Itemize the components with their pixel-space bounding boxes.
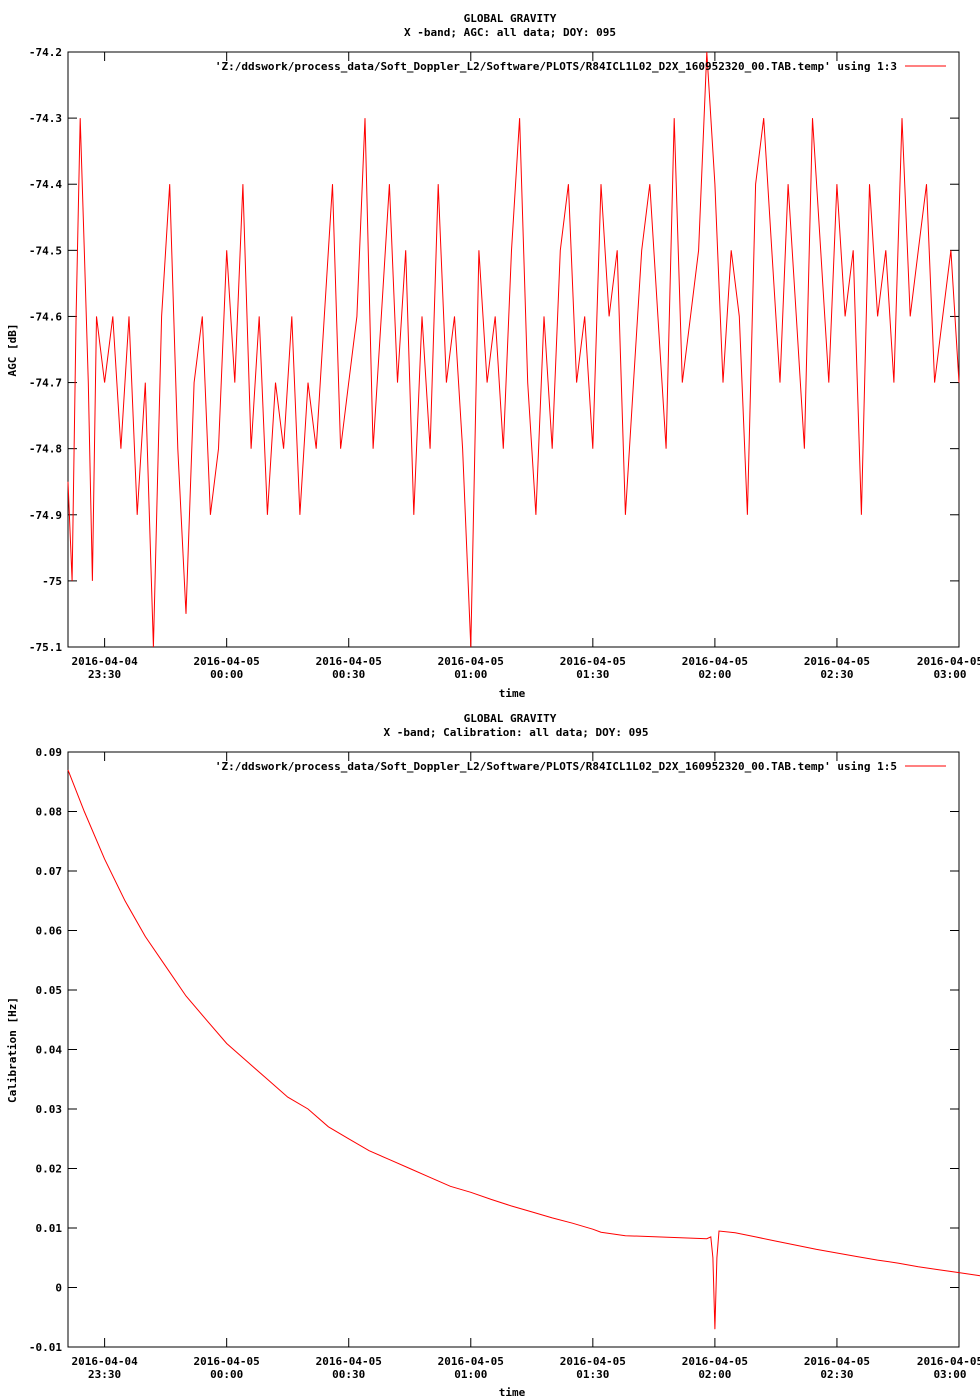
x-tick-date: 2016-04-05 — [682, 1355, 748, 1368]
chart2-ylabel: Calibration [Hz] — [6, 997, 19, 1103]
chart1-ticks: -74.2 -74.3 -74.4 -74.5 -74.6 -74.7 -74.8 -74.9… — [29, 46, 980, 681]
x-tick-time: 03:00 — [933, 668, 966, 681]
chart2-title: GLOBAL GRAVITY — [464, 712, 557, 725]
chart1-subtitle: X -band; AGC: all data; DOY: 095 — [404, 26, 616, 39]
x-tick-time: 00:30 — [332, 668, 365, 681]
x-tick-date: 2016-04-05 — [560, 1355, 626, 1368]
x-tick-time: 01:30 — [576, 1368, 609, 1381]
chart1-xlabel: time — [499, 687, 526, 700]
x-tick-time: 23:30 — [88, 1368, 121, 1381]
x-tick-date: 2016-04-05 — [917, 1355, 980, 1368]
y-tick-label: 0.04 — [36, 1044, 63, 1057]
y-tick-label: -75 — [42, 575, 62, 588]
chart2-xlabel: time — [499, 1386, 526, 1399]
chart1-title: GLOBAL GRAVITY — [464, 12, 557, 25]
x-tick-date: 2016-04-05 — [682, 655, 748, 668]
chart1-ylabel: AGC [dB] — [6, 324, 19, 377]
series-line — [67, 51, 960, 648]
chart2-series — [67, 769, 980, 1330]
y-tick-label: -74.6 — [29, 310, 62, 323]
chart2-ticks: 0.09 0.08 0.07 0.06 0.05 0.04 0.03 0.02 0.01 0 -0.… — [29, 746, 980, 1381]
chart-agc: GLOBAL GRAVITY X -band; AGC: all data; D… — [6, 12, 980, 700]
x-tick-date: 2016-04-04 — [71, 1355, 138, 1368]
series-line — [67, 769, 980, 1330]
x-tick-time: 01:00 — [454, 1368, 487, 1381]
chart1-plot-frame — [67, 51, 960, 648]
y-tick-label: 0.07 — [36, 865, 63, 878]
x-tick-date: 2016-04-05 — [194, 655, 260, 668]
y-tick-label: 0.01 — [36, 1222, 63, 1235]
y-tick-label: 0.03 — [36, 1103, 63, 1116]
x-tick-time: 02:00 — [698, 668, 731, 681]
y-tick-label: -74.9 — [29, 509, 62, 522]
x-tick-date: 2016-04-05 — [917, 655, 980, 668]
y-tick-label: -74.5 — [29, 244, 62, 257]
y-tick-label: -0.01 — [29, 1341, 62, 1354]
y-tick-label: 0 — [55, 1282, 62, 1295]
x-tick-date: 2016-04-05 — [194, 1355, 260, 1368]
y-tick-label: -74.2 — [29, 46, 62, 59]
y-tick-label: 0.08 — [36, 806, 63, 819]
x-tick-time: 01:30 — [576, 668, 609, 681]
x-tick-time: 02:30 — [820, 1368, 853, 1381]
x-tick-time: 03:00 — [933, 1368, 966, 1381]
y-tick-label: -74.7 — [29, 377, 62, 390]
y-tick-label: 0.06 — [36, 925, 63, 938]
chart1-series — [67, 51, 960, 648]
chart2-subtitle: X -band; Calibration: all data; DOY: 095 — [384, 726, 649, 739]
x-tick-time: 00:00 — [210, 1368, 243, 1381]
x-tick-date: 2016-04-05 — [560, 655, 626, 668]
y-tick-label: 0.02 — [36, 1163, 63, 1176]
x-tick-date: 2016-04-05 — [438, 1355, 504, 1368]
x-tick-date: 2016-04-04 — [71, 655, 138, 668]
chart2-legend-label: 'Z:/ddswork/process_data/Soft_Doppler_L2… — [215, 760, 897, 773]
chart2-plot-frame — [67, 751, 960, 1348]
x-tick-time: 00:00 — [210, 668, 243, 681]
y-tick-label: 0.09 — [36, 746, 63, 759]
x-tick-date: 2016-04-05 — [804, 655, 870, 668]
x-tick-date: 2016-04-05 — [316, 655, 382, 668]
y-tick-label: -74.4 — [29, 178, 62, 191]
y-tick-label: -74.8 — [29, 443, 62, 456]
chart-calibration: GLOBAL GRAVITY X -band; Calibration: all… — [6, 712, 980, 1399]
x-tick-date: 2016-04-05 — [438, 655, 504, 668]
x-tick-time: 00:30 — [332, 1368, 365, 1381]
y-tick-label: 0.05 — [36, 984, 63, 997]
chart1-legend-label: 'Z:/ddswork/process_data/Soft_Doppler_L2… — [215, 60, 897, 73]
y-tick-label: -75.1 — [29, 641, 62, 654]
y-tick-label: -74.3 — [29, 112, 62, 125]
x-tick-time: 01:00 — [454, 668, 487, 681]
x-tick-time: 02:00 — [698, 1368, 731, 1381]
x-tick-time: 23:30 — [88, 668, 121, 681]
x-tick-date: 2016-04-05 — [804, 1355, 870, 1368]
x-tick-date: 2016-04-05 — [316, 1355, 382, 1368]
x-tick-time: 02:30 — [820, 668, 853, 681]
